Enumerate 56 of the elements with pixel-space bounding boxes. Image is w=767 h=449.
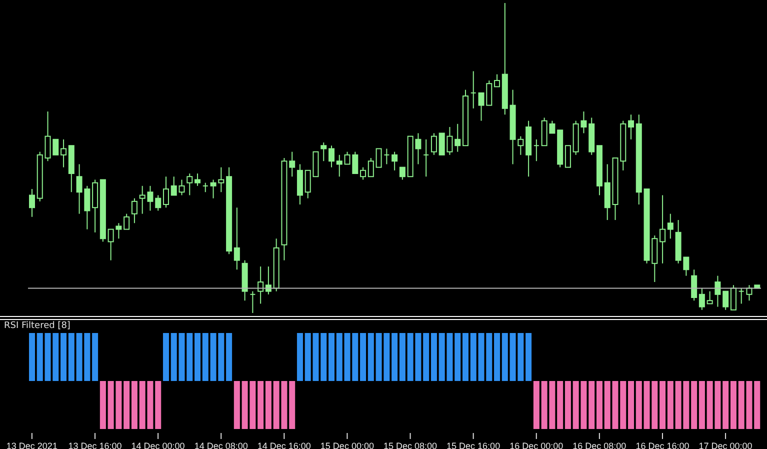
candlestick xyxy=(178,179,185,196)
candlestick xyxy=(60,138,67,168)
candlestick xyxy=(730,284,736,310)
chart-title: RSI Filtered [8] xyxy=(4,321,70,331)
x-tick-label: 13 Dec 16:00 xyxy=(68,441,122,449)
candlestick xyxy=(722,290,729,310)
candlestick xyxy=(423,138,430,178)
candlestick xyxy=(698,288,705,310)
candlestick xyxy=(265,266,272,295)
x-tick-label: 16 Dec 00:00 xyxy=(510,441,564,449)
candlestick xyxy=(628,114,634,140)
candlestick xyxy=(336,154,342,178)
candlestick xyxy=(186,173,193,196)
candlestick xyxy=(234,207,240,270)
candlestick xyxy=(124,213,130,230)
candlestick xyxy=(29,188,35,218)
x-tick-label: 15 Dec 00:00 xyxy=(320,441,374,449)
candlestick xyxy=(564,145,571,168)
candlestick xyxy=(494,74,500,88)
x-tick-label: 14 Dec 16:00 xyxy=(257,441,311,449)
x-tick-label: 17 Dec 00:00 xyxy=(698,441,752,449)
candlestick xyxy=(392,151,398,171)
candlestick xyxy=(155,194,162,212)
candlestick xyxy=(746,284,752,302)
candlestick xyxy=(320,142,327,162)
x-tick-label: 14 Dec 00:00 xyxy=(131,441,185,449)
candlestick xyxy=(162,176,169,208)
x-tick-label: 14 Dec 08:00 xyxy=(194,441,248,449)
candlestick xyxy=(430,132,437,156)
candlestick xyxy=(258,266,264,304)
candlestick xyxy=(328,145,335,168)
candlestick xyxy=(691,269,698,302)
candlestick xyxy=(399,166,406,180)
candlestick xyxy=(360,166,366,180)
candlestick xyxy=(376,148,382,168)
candlestick xyxy=(194,173,201,186)
candlestick xyxy=(368,158,374,178)
candlestick xyxy=(706,290,713,304)
x-tick-label: 15 Dec 08:00 xyxy=(383,441,438,449)
candlestick xyxy=(533,138,540,162)
candlestick xyxy=(738,288,744,304)
candlestick xyxy=(202,182,208,193)
x-tick-label: 16 Dec 16:00 xyxy=(636,441,690,449)
candlestick xyxy=(250,290,256,313)
candlestick xyxy=(714,275,721,308)
x-tick-label: 13 Dec 2021 xyxy=(6,441,58,449)
candlestick xyxy=(131,198,138,224)
x-tick-label: 16 Dec 08:00 xyxy=(572,441,626,449)
candlestick xyxy=(170,176,177,196)
candlestick xyxy=(470,70,476,109)
x-tick-label: 15 Dec 16:00 xyxy=(446,441,500,449)
candlestick xyxy=(454,123,461,152)
candlestick xyxy=(384,148,390,165)
candlestick xyxy=(660,194,666,264)
candlestick xyxy=(289,151,296,178)
candlestick xyxy=(667,213,674,240)
